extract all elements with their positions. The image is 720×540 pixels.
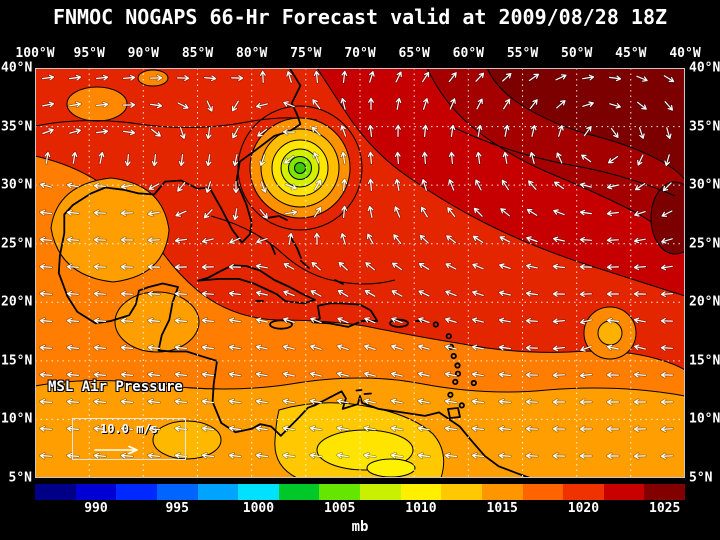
colorbar-tick-label: 995	[165, 501, 189, 516]
colorbar-tick-label: 1025	[649, 501, 681, 516]
colorbar-tick-label: 1000	[242, 501, 275, 516]
colorbar-segment	[481, 484, 523, 500]
colorbar-segment	[278, 484, 320, 500]
colorbar-segment	[644, 484, 685, 500]
colorbar-tick-label: 1005	[324, 501, 356, 516]
wind-scale-label: 10.0 m/s	[100, 422, 158, 436]
lat-tick-label: 30°N	[689, 177, 720, 193]
lat-tick-label: 25°N	[1, 236, 33, 252]
colorbar-segment	[238, 484, 279, 500]
wind-arrows	[39, 70, 675, 459]
lat-tick-label: 35°N	[689, 119, 720, 135]
lat-tick-label: 10°N	[689, 411, 720, 427]
lat-tick-label: 35°N	[1, 119, 33, 135]
lat-tick-label: 30°N	[1, 177, 33, 193]
lon-tick-label: 90°W	[127, 46, 159, 61]
field-label: MSL Air Pressure	[48, 379, 183, 395]
colorbar	[35, 484, 685, 500]
lat-tick-label: 15°N	[689, 353, 720, 369]
lon-tick-label: 50°W	[561, 46, 593, 61]
colorbar-tick-label: 1015	[486, 501, 518, 516]
lon-tick-label: 100°W	[15, 46, 55, 61]
lon-tick-label: 55°W	[506, 46, 539, 61]
lat-tick-label: 15°N	[1, 353, 33, 369]
lat-tick-label: 10°N	[1, 411, 33, 427]
colorbar-segment	[35, 484, 76, 500]
longitude-axis: 100°W 95°W 90°W 85°W 80°W 75°W 70°W 65°W 60°W 55°…	[0, 46, 720, 64]
colorbar-segment	[319, 484, 360, 500]
colorbar-segment	[400, 484, 442, 500]
colorbar-segment	[522, 484, 564, 500]
colorbar-segment	[75, 484, 117, 500]
lon-tick-label: 45°W	[615, 46, 647, 61]
lat-tick-label: 20°N	[1, 294, 33, 310]
lon-tick-label: 75°W	[290, 46, 322, 61]
colorbar-tick-label: 1010	[405, 501, 437, 516]
colorbar-tick-label: 990	[84, 501, 108, 516]
colorbar-segment	[563, 484, 604, 500]
lat-tick-label: 5°N	[8, 470, 32, 486]
colorbar-segment	[360, 484, 401, 500]
colorbar-segment	[116, 484, 157, 500]
colorbar-tick-label: 1020	[567, 501, 600, 516]
lon-tick-label: 70°W	[344, 46, 376, 61]
lon-tick-label: 65°W	[398, 46, 430, 61]
chart-title: FNMOC NOGAPS 66-Hr Forecast valid at 200…	[52, 5, 668, 29]
lat-tick-label: 20°N	[689, 294, 720, 310]
wind-scale-arrow-icon	[94, 445, 138, 455]
lon-tick-label: 85°W	[181, 46, 214, 61]
lon-tick-label: 60°W	[452, 46, 484, 61]
colorbar-unit-label: mb	[351, 519, 369, 535]
graticule-grid	[35, 68, 685, 478]
lon-tick-label: 40°W	[669, 46, 701, 61]
pressure-map	[35, 68, 685, 478]
lat-tick-label: 25°N	[689, 236, 720, 252]
colorbar-segment	[603, 484, 645, 500]
map-frame	[35, 68, 685, 478]
colorbar-segment	[197, 484, 239, 500]
lat-tick-label: 5°N	[689, 470, 713, 486]
colorbar-segment	[441, 484, 482, 500]
wind-scale-box: 10.0 m/s	[72, 418, 186, 460]
lon-tick-label: 80°W	[236, 46, 268, 61]
lon-tick-label: 95°W	[73, 46, 105, 61]
colorbar-segment	[156, 484, 198, 500]
